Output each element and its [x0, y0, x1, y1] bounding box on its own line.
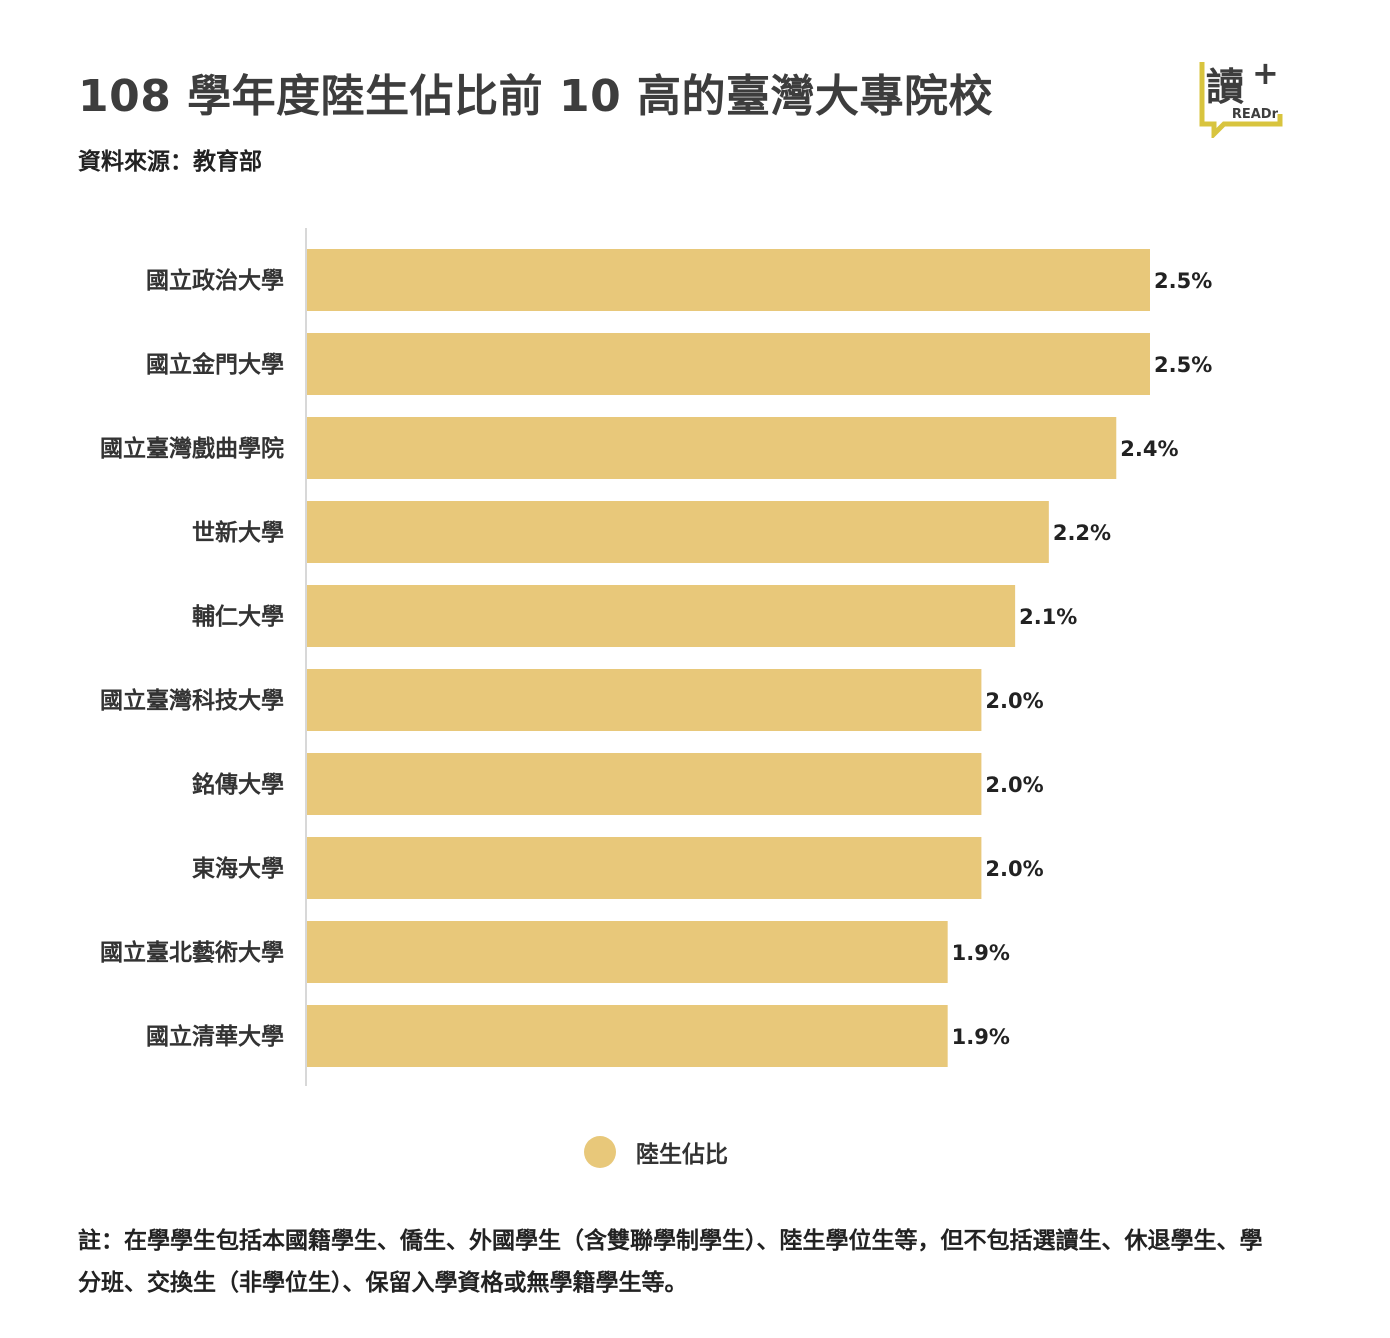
- bar: [307, 501, 1049, 563]
- data-label: 2.4%: [1120, 437, 1178, 461]
- readr-logo: 讀 + READr: [1199, 58, 1283, 138]
- chart-title: 108 學年度陸生佔比前 10 高的臺灣大專院校: [78, 71, 994, 122]
- category-label: 國立臺北藝術大學: [100, 939, 284, 966]
- data-label: 2.5%: [1154, 353, 1212, 377]
- legend-label: 陸生佔比: [636, 1142, 728, 1168]
- data-label: 2.0%: [985, 689, 1043, 713]
- category-label: 世新大學: [192, 519, 284, 546]
- bar: [307, 417, 1117, 479]
- category-label: 國立政治大學: [146, 267, 284, 294]
- logo-plus: +: [1252, 58, 1279, 92]
- data-label: 2.0%: [985, 857, 1043, 881]
- data-label: 2.5%: [1154, 269, 1212, 293]
- logo-brand: READr: [1232, 107, 1279, 122]
- bar: [307, 585, 1016, 647]
- category-label: 國立金門大學: [146, 351, 284, 378]
- footnote: 註：在學學生包括本國籍學生、僑生、外國學生（含雙聯學制學生）、陸生學位生等，但不…: [78, 1228, 1263, 1296]
- category-label: 輔仁大學: [192, 603, 284, 630]
- legend-swatch: [584, 1136, 616, 1168]
- bar: [307, 1005, 948, 1067]
- category-label: 國立臺灣戲曲學院: [100, 435, 284, 462]
- data-label: 1.9%: [952, 1025, 1010, 1049]
- logo-character: 讀: [1206, 65, 1244, 109]
- bar: [307, 333, 1150, 395]
- bar: [307, 837, 982, 899]
- data-label: 1.9%: [952, 941, 1010, 965]
- bar: [307, 249, 1150, 311]
- bar: [307, 921, 948, 983]
- category-label: 國立清華大學: [146, 1023, 284, 1050]
- bar: [307, 669, 982, 731]
- category-label: 國立臺灣科技大學: [100, 687, 284, 714]
- legend: 陸生佔比: [584, 1134, 728, 1170]
- data-label: 2.0%: [985, 773, 1043, 797]
- category-label: 銘傳大學: [192, 771, 284, 798]
- category-label: 東海大學: [192, 855, 284, 882]
- bar: [307, 753, 982, 815]
- chart-subtitle: 資料來源：教育部: [78, 149, 262, 175]
- data-label: 2.1%: [1019, 605, 1077, 629]
- data-label: 2.2%: [1053, 521, 1111, 545]
